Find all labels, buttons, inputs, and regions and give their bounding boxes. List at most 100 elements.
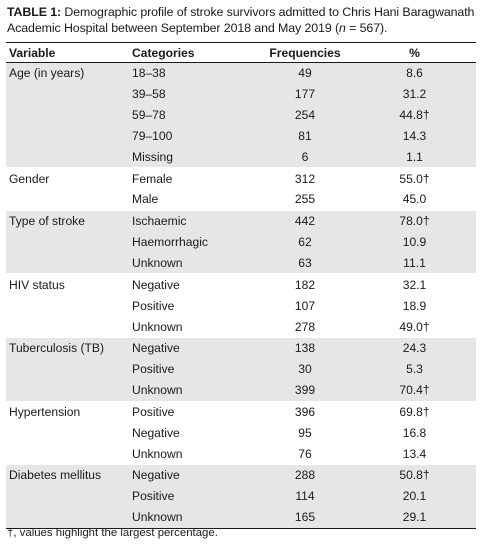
category-cell: Missing [128,146,257,168]
percent-cell: 18.9 [402,298,427,313]
frequency-cell: 30 [257,358,353,380]
table-row: Unknown 278 49.0† [6,316,476,337]
percent-cell: 29.1 [353,506,476,529]
variable-cell [6,295,128,316]
percent-cell: 78.0† [353,209,476,232]
variable-cell [6,379,128,401]
percent-cell: 50.8† [353,464,476,486]
category-cell: Positive [128,358,257,380]
category-cell: Positive [132,298,175,313]
category-cell: Unknown [132,319,183,334]
category-cell: Positive [128,400,257,423]
table-row: Age (in years) 18–38 49 8.6 [6,62,476,84]
variable-cell: Age (in years) [6,62,128,84]
header-variable: Variable [6,42,128,63]
frequency-cell: 114 [257,485,353,507]
percent-cell: 11.1 [353,252,476,274]
category-cell: Unknown [128,379,257,401]
frequency-cell: 138 [257,336,353,359]
frequency-cell: 312 [257,167,353,190]
percent-cell: 13.4 [402,446,427,461]
frequency-cell: 399 [257,379,353,401]
frequency-cell: 62 [257,231,353,253]
frequency-cell: 63 [257,252,353,274]
category-cell: Male [132,192,159,207]
category-cell: Positive [128,485,257,507]
variable-cell [6,485,128,507]
category-cell: 59–78 [128,104,257,126]
caption-n-symbol: n [339,20,346,35]
category-cell: 39–58 [128,83,257,105]
table-row: Diabetes mellitus Negative 288 50.8† [6,464,476,486]
table-row: 79–100 81 14.3 [6,125,476,147]
percent-cell: 24.3 [353,336,476,359]
table-row: Unknown 399 70.4† [6,379,476,401]
header-percent: % [353,42,476,63]
table-row: 59–78 254 44.8† [6,104,476,126]
frequency-cell: 442 [257,209,353,232]
frequency-cell: 255 [294,192,316,207]
variable-cell [6,316,128,337]
table-row: Positive 107 18.9 [6,295,476,316]
percent-cell: 14.3 [353,125,476,147]
table-label: TABLE 1: [7,5,62,19]
frequency-cell: 177 [257,83,353,105]
variable-cell [6,358,128,380]
category-cell: Unknown [132,446,183,461]
percent-cell: 44.8† [353,104,476,126]
percent-cell: 45.0 [402,192,427,207]
header-row: Variable Categories Frequencies % [6,42,476,63]
frequency-cell: 49 [257,62,353,84]
table-row: Hypertension Positive 396 69.8† [6,400,476,423]
table-body: Age (in years) 18–38 49 8.6 39–58 177 31.2 59–7… [6,62,476,529]
category-cell: Unknown [128,506,257,529]
frequency-cell: 254 [257,104,353,126]
frequency-cell: 76 [298,446,312,461]
percent-cell: 70.4† [353,379,476,401]
table-row: Male 255 45.0 [6,189,476,210]
category-cell: Negative [132,425,180,440]
frequency-cell: 95 [298,425,312,440]
percent-cell: 32.1 [353,273,476,296]
percent-cell: 16.8 [402,425,427,440]
frequency-cell: 81 [257,125,353,147]
caption-sample-size: = 567). [345,20,388,35]
percent-cell: 20.1 [353,485,476,507]
table-row: Positive 114 20.1 [6,485,476,507]
variable-cell: Diabetes mellitus [6,464,128,486]
variable-cell [6,146,128,168]
table-row: Positive 30 5.3 [6,358,476,380]
percent-cell: 55.0† [353,167,476,190]
frequency-cell: 288 [257,464,353,486]
frequency-cell: 396 [257,400,353,423]
header-frequencies: Frequencies [257,42,353,63]
category-cell: Female [128,167,257,190]
variable-cell: Hypertension [6,400,128,423]
variable-cell [6,83,128,105]
variable-cell [6,231,128,253]
table-row: Negative 95 16.8 [6,422,476,443]
frequency-cell: 182 [257,273,353,296]
table-row: Haemorrhagic 62 10.9 [6,231,476,253]
table-caption: TABLE 1: Demographic profile of stroke s… [7,5,475,36]
category-cell: Ischaemic [128,209,257,232]
variable-cell: HIV status [6,273,128,296]
variable-cell: Tuberculosis (TB) [6,336,128,359]
variable-cell [6,125,128,147]
demographics-table: Variable Categories Frequencies % Age (i… [6,42,476,529]
percent-cell: 8.6 [353,62,476,84]
table-row: Missing 6 1.1 [6,146,476,168]
percent-cell: 5.3 [353,358,476,380]
category-cell: Negative [128,336,257,359]
category-cell: Unknown [128,252,257,274]
variable-cell [6,104,128,126]
caption-text: Demographic profile of stroke survivors … [7,5,475,35]
category-cell: Negative [128,464,257,486]
variable-cell [6,443,128,464]
table-row: 39–58 177 31.2 [6,83,476,105]
header-categories: Categories [128,42,257,63]
percent-cell: 1.1 [353,146,476,168]
frequency-cell: 278 [294,319,316,334]
table-row: Gender Female 312 55.0† [6,167,476,190]
frequency-cell: 107 [294,298,316,313]
